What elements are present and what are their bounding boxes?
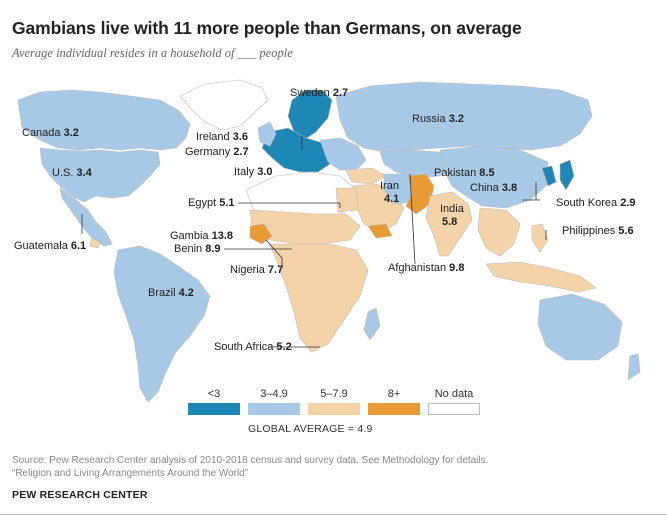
region-gambia-westafrica	[249, 223, 273, 245]
legend-swatch-3to49	[248, 403, 300, 415]
region-egypt	[335, 187, 359, 213]
region-turkey	[345, 167, 387, 185]
label-canada: Canada 3.2	[22, 127, 79, 139]
region-japan	[559, 159, 575, 191]
legend-swatch-5to79	[308, 403, 360, 415]
label-south-korea: South Korea 2.9	[556, 197, 636, 209]
chart-subtitle: Average individual resides in a househol…	[12, 46, 293, 60]
region-russia	[335, 81, 593, 153]
region-nz	[627, 353, 641, 381]
label-china: China 3.8	[470, 182, 517, 194]
label-iran-value: 4.1	[384, 193, 399, 205]
region-madagascar	[363, 307, 381, 341]
legend-swatch-8plus	[368, 403, 420, 415]
region-centralafrica	[269, 243, 369, 353]
region-philippines	[531, 223, 549, 253]
label-nigeria: Nigeria 7.7	[230, 264, 283, 276]
region-scandinavia	[287, 89, 333, 141]
label-us: U.S. 3.4	[52, 167, 93, 179]
region-seasia	[477, 207, 521, 257]
region-china	[439, 145, 549, 209]
legend-swatch-nodata	[428, 403, 480, 415]
region-uk-ireland	[257, 121, 277, 147]
region-australia	[537, 293, 623, 361]
bottom-rule	[0, 514, 667, 515]
region-canada	[17, 89, 191, 151]
label-egypt: Egypt 5.1	[188, 197, 235, 209]
source-note: Source: Pew Research Center analysis of …	[12, 454, 632, 480]
label-sweden: Sweden 2.7	[290, 87, 348, 99]
region-greenland	[179, 79, 269, 131]
region-mexico	[59, 187, 113, 247]
label-iran: Iran	[380, 180, 399, 192]
label-india: India	[440, 203, 465, 215]
label-benin: Benin 8.9	[174, 243, 221, 255]
label-ireland: Ireland 3.6	[196, 131, 248, 143]
region-southamerica	[113, 245, 211, 403]
legend-label-8plus: 8+	[387, 388, 401, 400]
label-guatemala: Guatemala 6.1	[14, 240, 86, 252]
region-indonesia	[485, 261, 597, 293]
legend-swatch-lt3	[188, 403, 240, 415]
global-average: GLOBAL AVERAGE = 4.9	[248, 423, 373, 435]
label-south-africa: South Africa 5.2	[214, 341, 292, 353]
region-india	[425, 191, 473, 257]
label-gambia: Gambia 13.8	[170, 230, 233, 242]
source-line-2: “Religion and Living Arrangements Around…	[12, 468, 249, 479]
legend-label-3to49: 3–4.9	[260, 388, 288, 400]
source-line-1: Source: Pew Research Center analysis of …	[12, 455, 489, 466]
label-brazil: Brazil 4.2	[148, 287, 194, 299]
region-kazakhstan	[379, 149, 453, 179]
label-germany: Germany 2.7	[185, 146, 249, 158]
region-guatemala	[89, 237, 101, 249]
label-india-value: 5.8	[442, 216, 457, 228]
region-easteurope	[319, 137, 367, 171]
region-yemen	[367, 223, 393, 239]
label-russia: Russia 3.2	[412, 113, 464, 125]
label-pakistan: Pakistan 8.5	[434, 167, 495, 179]
label-afghanistan: Afghanistan 9.8	[388, 262, 464, 274]
legend-label-5to79: 5–7.9	[320, 388, 348, 400]
label-philippines: Philippines 5.6	[562, 225, 634, 237]
region-us	[39, 147, 161, 203]
chart-title: Gambians live with 11 more people than G…	[12, 18, 522, 38]
brand-footer: PEW RESEARCH CENTER	[12, 489, 148, 501]
legend-label-nodata: No data	[434, 388, 474, 400]
region-westeurope	[261, 127, 333, 173]
legend-label-lt3: <3	[207, 388, 221, 400]
region-korea-japan	[541, 165, 557, 187]
label-italy: Italy 3.0	[234, 166, 273, 178]
